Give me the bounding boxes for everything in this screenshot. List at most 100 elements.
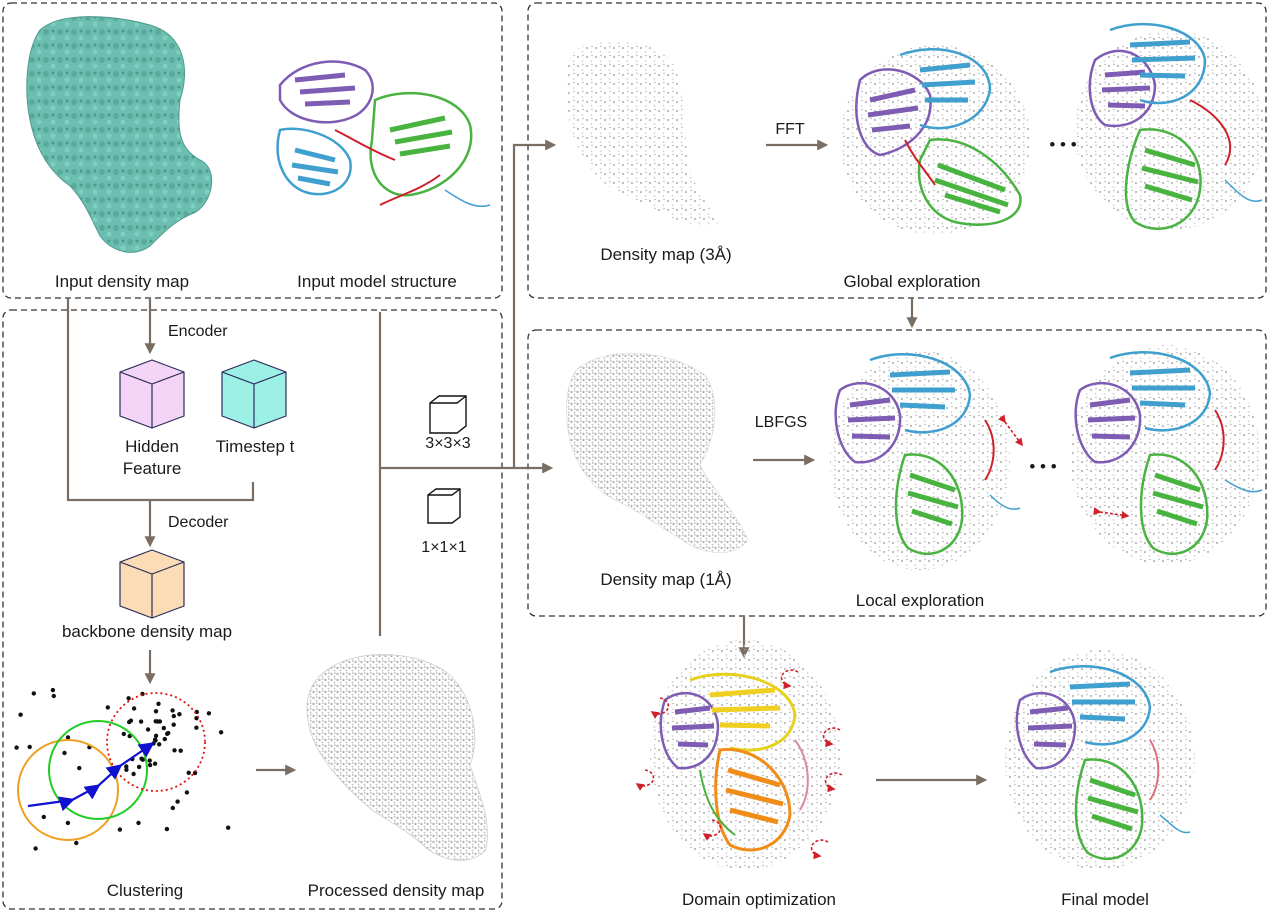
input-density-map-label: Input density map	[55, 272, 189, 291]
cluster-point	[178, 748, 183, 753]
cluster-point	[126, 696, 131, 701]
global-density-map-label: Density map (3Å)	[600, 245, 731, 264]
kernel-1x1x1-icon	[427, 488, 461, 524]
backbone-density-cube	[119, 549, 185, 619]
cluster-point	[128, 718, 134, 723]
input-density-map-render	[26, 16, 213, 253]
cluster-points	[14, 687, 231, 851]
cluster-point	[77, 765, 82, 771]
global-exploration-title: Global exploration	[843, 272, 980, 291]
cluster-point	[147, 758, 152, 763]
global-exploration-model-1	[840, 45, 1030, 235]
cluster-point	[145, 727, 151, 732]
domain-optimization-render	[650, 640, 840, 870]
clustering-illustration	[14, 687, 231, 851]
local-exploration-title: Local exploration	[856, 591, 985, 610]
local-exploration-model-2	[1070, 345, 1263, 565]
cluster-point	[192, 770, 198, 776]
cluster-circle-red	[106, 692, 206, 792]
hidden-feature-label-2: Feature	[123, 459, 182, 478]
cluster-point	[127, 733, 132, 739]
cluster-point	[138, 719, 144, 724]
final-model-render	[1005, 650, 1195, 870]
mean-shift-trajectory	[27, 742, 155, 812]
timestep-label: Timestep t	[216, 437, 295, 456]
cluster-point	[136, 820, 141, 826]
domain-optimization-label: Domain optimization	[682, 890, 836, 909]
cluster-point	[156, 701, 161, 706]
cluster-point	[171, 713, 176, 719]
local-exploration-model-1	[830, 350, 1021, 570]
cluster-point	[162, 736, 167, 742]
clustering-label: Clustering	[107, 881, 184, 900]
backbone-density-label: backbone density map	[62, 622, 232, 641]
global-exploration-frame	[527, 2, 1267, 299]
cluster-point	[139, 756, 144, 761]
lbfgs-label: LBFGS	[755, 414, 807, 431]
kernel-3x3x3-icon	[429, 395, 467, 434]
input-model-structure-label: Input model structure	[297, 272, 457, 291]
cluster-point	[157, 742, 162, 747]
cluster-point	[153, 709, 159, 714]
processed-density-map-label: Processed density map	[308, 881, 485, 900]
cluster-point	[186, 770, 191, 775]
local-exploration-frame	[527, 329, 1267, 617]
cluster-point	[226, 825, 231, 830]
local-density-map-render	[566, 352, 749, 553]
timestep-cube	[221, 359, 287, 429]
fft-label: FFT	[775, 121, 805, 138]
cluster-point	[166, 730, 171, 736]
cluster-point	[161, 725, 166, 731]
cluster-point	[170, 708, 175, 713]
cluster-point	[153, 733, 159, 738]
cluster-point	[105, 705, 111, 710]
cluster-point	[31, 691, 36, 696]
cluster-point	[50, 687, 56, 693]
cluster-point	[175, 799, 180, 804]
cluster-point	[171, 722, 176, 727]
cluster-point	[14, 745, 19, 750]
cluster-point	[170, 805, 175, 811]
cluster-point	[27, 744, 32, 750]
cluster-point	[33, 846, 38, 851]
cluster-point	[172, 748, 177, 753]
encoder-label: Encoder	[168, 323, 228, 340]
cluster-point	[41, 814, 46, 820]
cluster-point	[124, 767, 129, 772]
local-density-map-label: Density map (1Å)	[600, 570, 731, 589]
cluster-point	[121, 731, 127, 737]
to-global-exploration-arrow	[512, 139, 557, 468]
input-panel-frame	[2, 2, 503, 299]
cluster-point	[147, 762, 153, 768]
hidden-feature-label-1: Hidden	[125, 437, 179, 456]
pipeline-panel-frame	[2, 309, 503, 910]
cluster-point	[206, 711, 212, 716]
kernel-1x1x1-label: 1×1×1	[421, 539, 466, 556]
final-model-label: Final model	[1061, 890, 1149, 909]
cluster-point	[65, 735, 71, 740]
cluster-point	[177, 712, 182, 717]
cluster-point	[184, 790, 190, 795]
cluster-point	[74, 840, 79, 846]
cluster-point	[62, 750, 67, 756]
global-exploration-model-2	[1075, 22, 1265, 231]
cluster-point	[136, 764, 142, 770]
hidden-feature-cube	[119, 359, 185, 429]
cluster-point	[65, 820, 71, 826]
cluster-circle-green	[48, 720, 148, 820]
cluster-point	[51, 693, 56, 699]
decoder-label: Decoder	[168, 514, 229, 531]
cluster-point	[152, 761, 158, 766]
timestep-to-decoder-line	[150, 482, 255, 502]
cluster-point	[155, 719, 160, 724]
cluster-point	[194, 725, 199, 730]
cluster-point	[164, 826, 170, 832]
kernel-3x3x3-label: 3×3×3	[425, 435, 470, 452]
processed-density-map-render	[306, 654, 488, 861]
local-ellipsis: • • •	[1029, 457, 1056, 476]
density-to-decoder-line	[66, 298, 150, 502]
input-model-structure-render	[276, 60, 491, 207]
cluster-point	[218, 730, 224, 735]
global-density-map-render	[565, 41, 720, 227]
